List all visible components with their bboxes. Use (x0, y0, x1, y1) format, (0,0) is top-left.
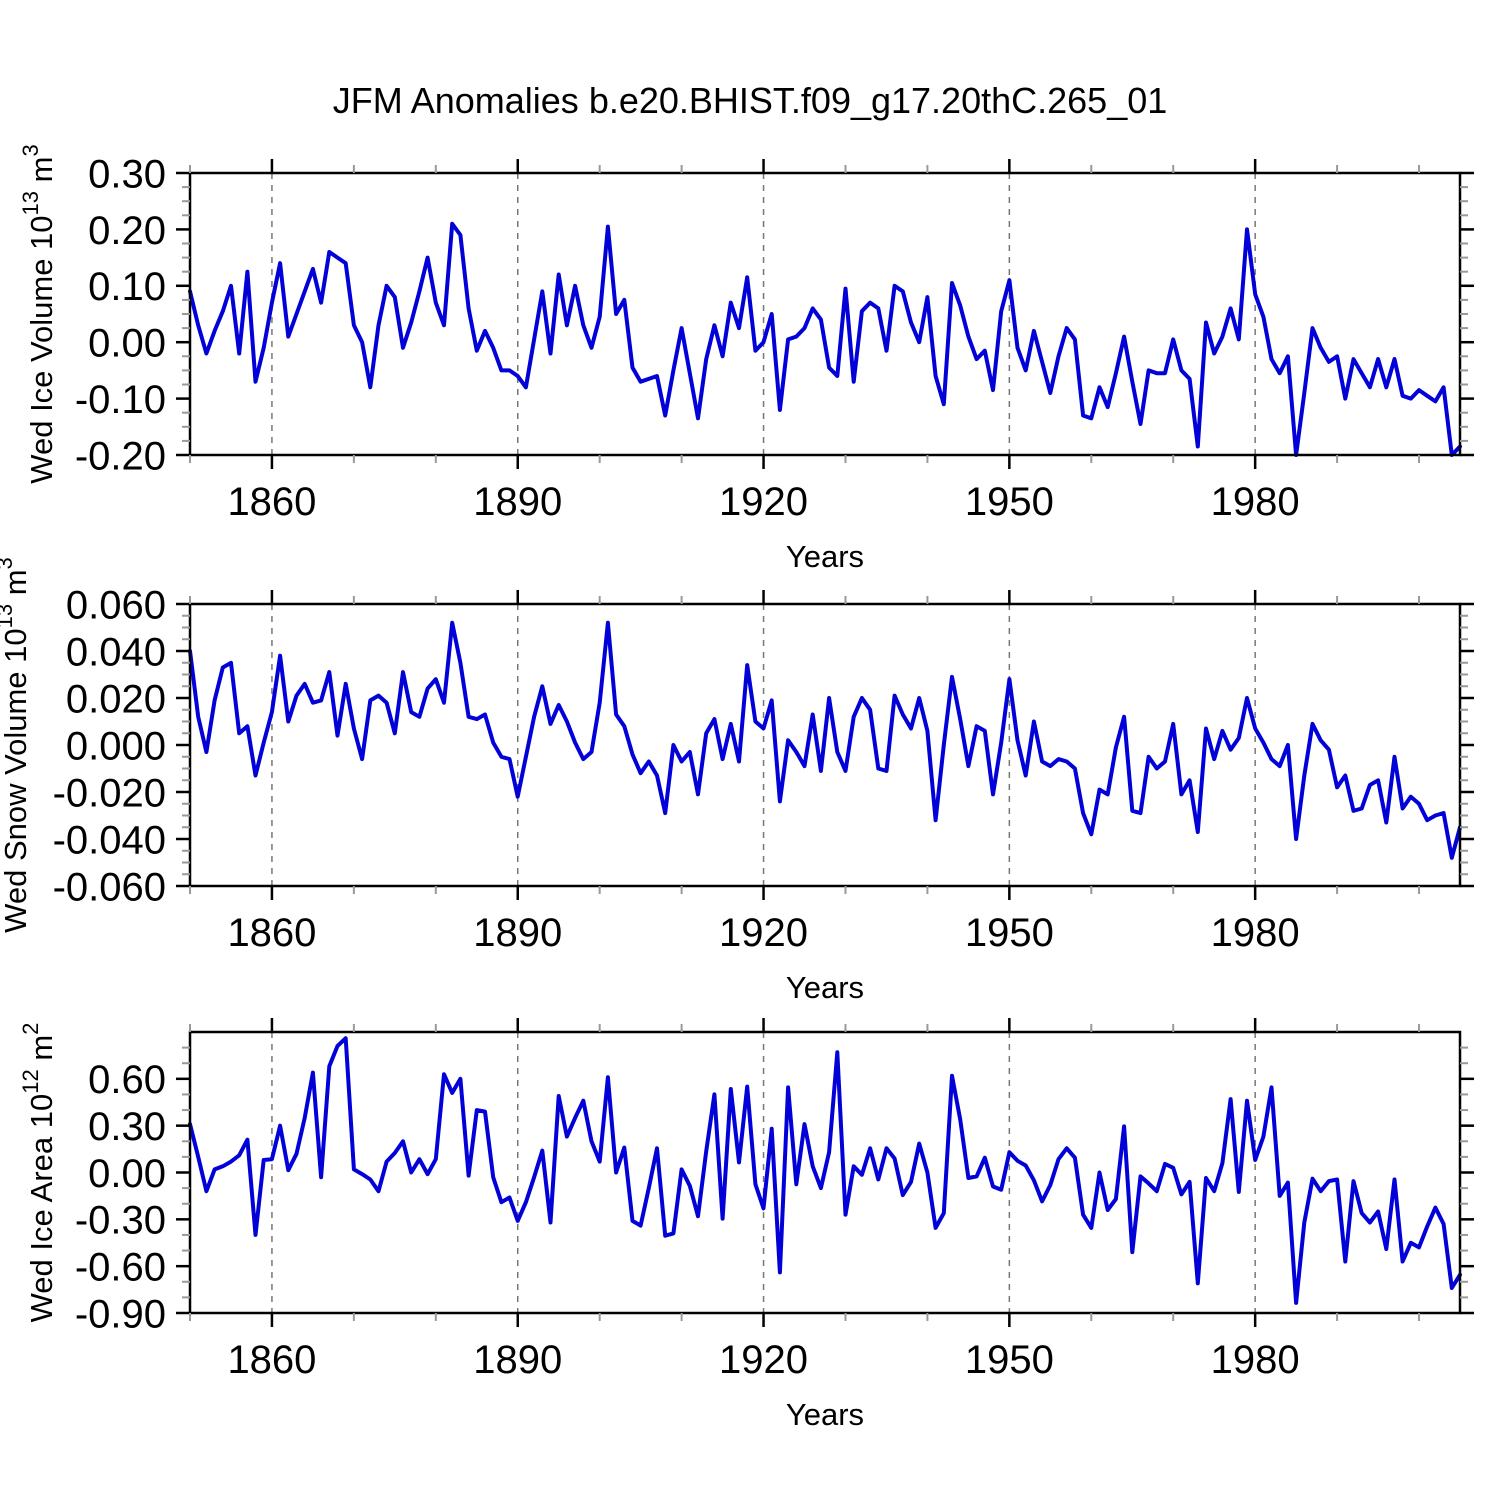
y-tick-label: -0.040 (53, 818, 166, 862)
y-tick-label: 0.30 (88, 152, 166, 196)
x-tick-label: 1860 (227, 480, 316, 524)
x-tick-label: 1890 (473, 480, 562, 524)
y-axis-title: Wed Snow Volume 1013 m3 (0, 557, 33, 933)
x-tick-label: 1980 (1211, 911, 1300, 955)
y-tick-label: -0.060 (53, 865, 166, 909)
y-tick-label: -0.90 (75, 1292, 166, 1336)
y-tick-label: 0.00 (88, 322, 166, 366)
x-axis-label: Years (786, 539, 864, 574)
y-axis-title: Wed Ice Volume 1013 m3 (18, 144, 59, 483)
x-tick-label: 1920 (719, 911, 808, 955)
y-tick-label: 0.000 (66, 724, 166, 768)
chart-title: JFM Anomalies b.e20.BHIST.f09_g17.20thC.… (332, 80, 1168, 121)
x-tick-label: 1890 (473, 1338, 562, 1382)
y-tick-label: 0.60 (88, 1058, 166, 1102)
y-tick-label: -0.020 (53, 771, 166, 815)
x-tick-label: 1860 (227, 1338, 316, 1382)
x-tick-label: 1890 (473, 911, 562, 955)
y-tick-label: 0.30 (88, 1105, 166, 1149)
x-axis-label: Years (786, 1397, 864, 1432)
data-line-wed-ice-volume (188, 221, 1462, 457)
x-tick-label: 1920 (719, 1338, 808, 1382)
x-tick-label: 1950 (965, 480, 1054, 524)
x-tick-label: 1920 (719, 480, 808, 524)
x-tick-label: 1950 (965, 911, 1054, 955)
chart-panel-wed-ice-volume: 0.30 0.20 0.10 0.00 -0.10 -0.20 1860 1890 1920 19… (18, 144, 1474, 574)
y-tick-label: 0.060 (66, 583, 166, 627)
y-tick-label: 0.10 (88, 265, 166, 309)
y-tick-label: 0.00 (88, 1152, 166, 1196)
x-tick-label: 1980 (1211, 480, 1300, 524)
data-line-wed-ice-area (188, 1036, 1462, 1305)
x-axis-label: Years (786, 970, 864, 1005)
y-tick-label: -0.20 (75, 434, 166, 478)
y-tick-label: 0.20 (88, 209, 166, 253)
x-tick-label: 1950 (965, 1338, 1054, 1382)
chart-panel-wed-ice-area: 0.600.300.00-0.30-0.60-0.90 1860 1890 1920 1… (18, 1018, 1474, 1432)
y-tick-label: 0.020 (66, 677, 166, 721)
y-tick-label: -0.60 (75, 1246, 166, 1290)
x-tick-label: 1980 (1211, 1338, 1300, 1382)
y-tick-label: 0.040 (66, 630, 166, 674)
y-axis-title: Wed Ice Area 1012 m2 (18, 1023, 59, 1323)
data-line-wed-snow-volume (188, 620, 1462, 860)
y-tick-label: -0.30 (75, 1199, 166, 1243)
y-tick-label: -0.10 (75, 378, 166, 422)
x-tick-label: 1860 (227, 911, 316, 955)
